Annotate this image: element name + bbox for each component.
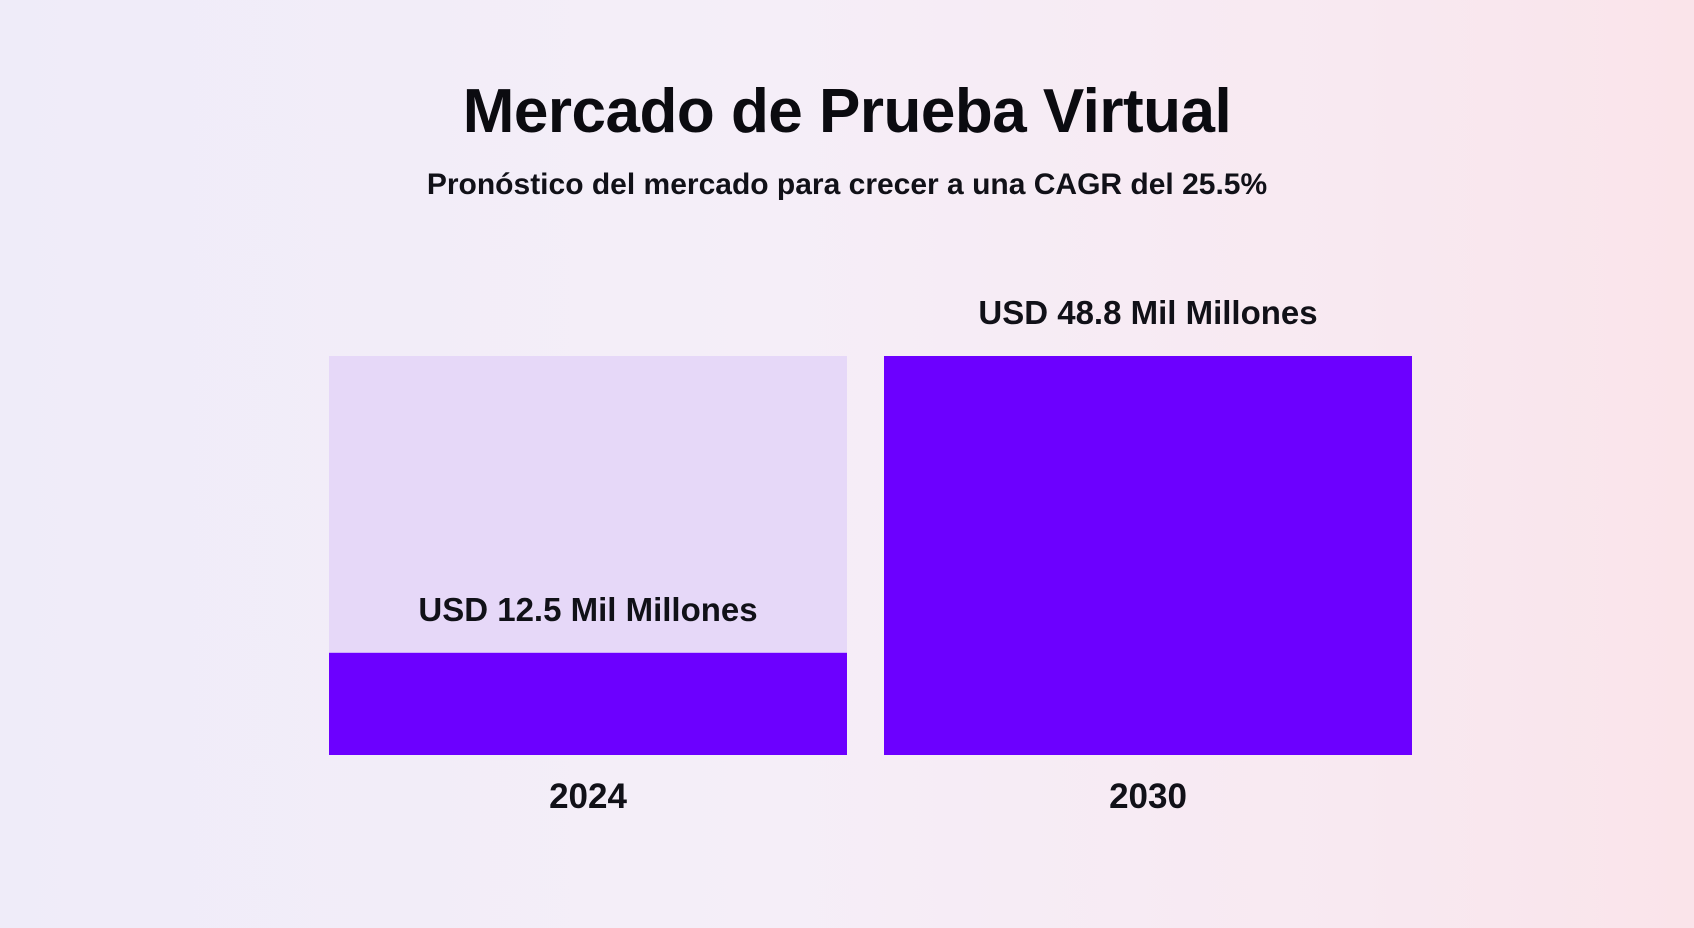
tick-label-2024: 2024 xyxy=(549,777,627,816)
data-label-2030: USD 48.8 Mil Millones xyxy=(978,294,1317,331)
bar-2024 xyxy=(329,652,847,755)
tick-label-2030: 2030 xyxy=(1109,777,1187,816)
data-label-2024: USD 12.5 Mil Millones xyxy=(418,591,757,628)
chart-subtitle: Pronóstico del mercado para crecer a una… xyxy=(426,168,1268,201)
bar-2030 xyxy=(884,356,1412,755)
chart-title: Mercado de Prueba Virtual xyxy=(462,77,1232,146)
